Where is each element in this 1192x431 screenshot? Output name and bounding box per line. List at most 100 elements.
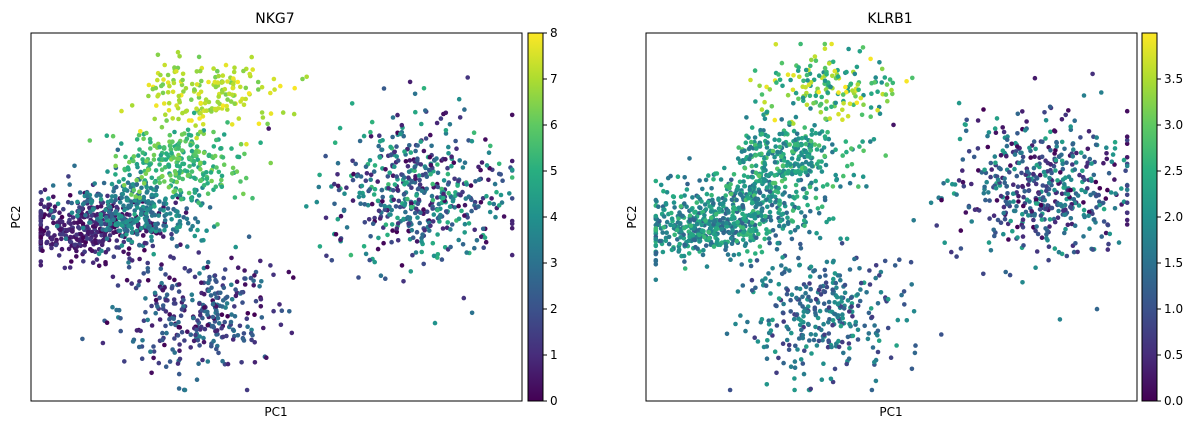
- scatter-point: [383, 222, 389, 227]
- scatter-point: [157, 199, 162, 204]
- scatter-point: [181, 297, 186, 303]
- scatter-point: [1063, 112, 1068, 118]
- scatter-point: [1093, 179, 1099, 185]
- scatter-point: [1012, 166, 1017, 172]
- scatter-point: [472, 227, 478, 233]
- scatter-point: [266, 126, 272, 131]
- scatter-point: [134, 177, 139, 183]
- scatter-point: [179, 196, 184, 202]
- scatter-point: [941, 181, 946, 186]
- scatter-point: [1062, 212, 1067, 218]
- scatter-point: [212, 153, 218, 159]
- scatter-point: [134, 137, 140, 142]
- scatter-point: [699, 222, 704, 228]
- scatter-point: [685, 181, 690, 187]
- scatter-point: [1021, 194, 1026, 200]
- scatter-point: [1026, 188, 1032, 194]
- scatter-point: [760, 278, 765, 284]
- scatter-point: [786, 168, 791, 174]
- scatter-point: [854, 100, 860, 106]
- scatter-point: [335, 183, 341, 189]
- scatter-point: [162, 179, 167, 184]
- scatter-point: [229, 146, 234, 151]
- scatter-point: [171, 80, 177, 86]
- scatter-point: [366, 217, 372, 222]
- scatter-point: [1090, 71, 1095, 77]
- scatter-point: [201, 335, 206, 341]
- scatter-point: [1101, 219, 1107, 224]
- scatter-point: [764, 110, 769, 115]
- scatter-point: [742, 165, 748, 171]
- scatter-point: [1124, 187, 1130, 193]
- scatter-point: [401, 192, 407, 197]
- scatter-point: [960, 168, 965, 173]
- scatter-point: [749, 163, 755, 169]
- scatter-point: [1094, 306, 1100, 312]
- scatter-point: [268, 160, 274, 166]
- scatter-point: [439, 257, 445, 262]
- scatter-point: [272, 87, 277, 92]
- scatter-point: [872, 359, 877, 365]
- scatter-point: [164, 212, 169, 217]
- scatter-point: [121, 177, 126, 182]
- scatter-point: [377, 139, 383, 144]
- scatter-point: [105, 169, 110, 174]
- scatter-point: [159, 262, 164, 267]
- scatter-point: [686, 251, 692, 256]
- scatter-point: [727, 185, 732, 191]
- scatter-point: [372, 259, 378, 265]
- scatter-point: [1014, 173, 1020, 179]
- scatter-point: [775, 240, 780, 246]
- scatter-point: [813, 58, 819, 63]
- scatter-point: [134, 181, 140, 187]
- scatter-point: [743, 140, 749, 145]
- scatter-point: [748, 228, 753, 234]
- scatter-point: [1034, 175, 1039, 180]
- scatter-point: [134, 161, 140, 167]
- scatter-point: [854, 64, 860, 70]
- scatter-point: [656, 204, 661, 209]
- scatter-point: [791, 101, 796, 106]
- scatter-point: [822, 267, 828, 273]
- scatter-point: [928, 200, 934, 206]
- scatter-point: [1060, 166, 1066, 172]
- scatter-point: [877, 60, 882, 65]
- scatter-point: [840, 312, 845, 317]
- scatter-point: [335, 160, 341, 166]
- scatter-point: [462, 213, 467, 218]
- scatter-point: [451, 160, 457, 165]
- scatter-point: [754, 228, 759, 233]
- scatter-point: [367, 257, 373, 263]
- scatter-point: [210, 314, 216, 320]
- scatter-point: [255, 79, 261, 85]
- scatter-point: [784, 324, 790, 330]
- scatter-point: [873, 263, 879, 268]
- scatter-point: [192, 175, 197, 181]
- scatter-point: [408, 269, 414, 274]
- scatter-point: [729, 241, 735, 246]
- scatter-point: [176, 324, 182, 330]
- scatter-point: [859, 112, 865, 118]
- scatter-point: [143, 309, 148, 315]
- scatter-point: [375, 246, 381, 252]
- scatter-point: [218, 290, 223, 296]
- scatter-point: [753, 153, 759, 158]
- scatter-point: [1087, 156, 1093, 162]
- scatter-point: [804, 72, 810, 78]
- scatter-point: [804, 102, 810, 108]
- scatter-point: [189, 97, 194, 102]
- scatter-point: [721, 220, 726, 226]
- scatter-point: [332, 140, 338, 145]
- scatter-point: [195, 157, 201, 162]
- scatter-point: [734, 197, 739, 203]
- scatter-point: [1006, 237, 1011, 242]
- scatter-point: [464, 182, 470, 187]
- scatter-point: [168, 173, 173, 178]
- scatter-point: [184, 136, 190, 142]
- scatter-point: [817, 308, 823, 314]
- scatter-point: [706, 235, 712, 241]
- scatter-point: [185, 244, 190, 249]
- scatter-point: [1007, 272, 1013, 278]
- scatter-point: [668, 173, 673, 179]
- scatter-point: [736, 205, 742, 211]
